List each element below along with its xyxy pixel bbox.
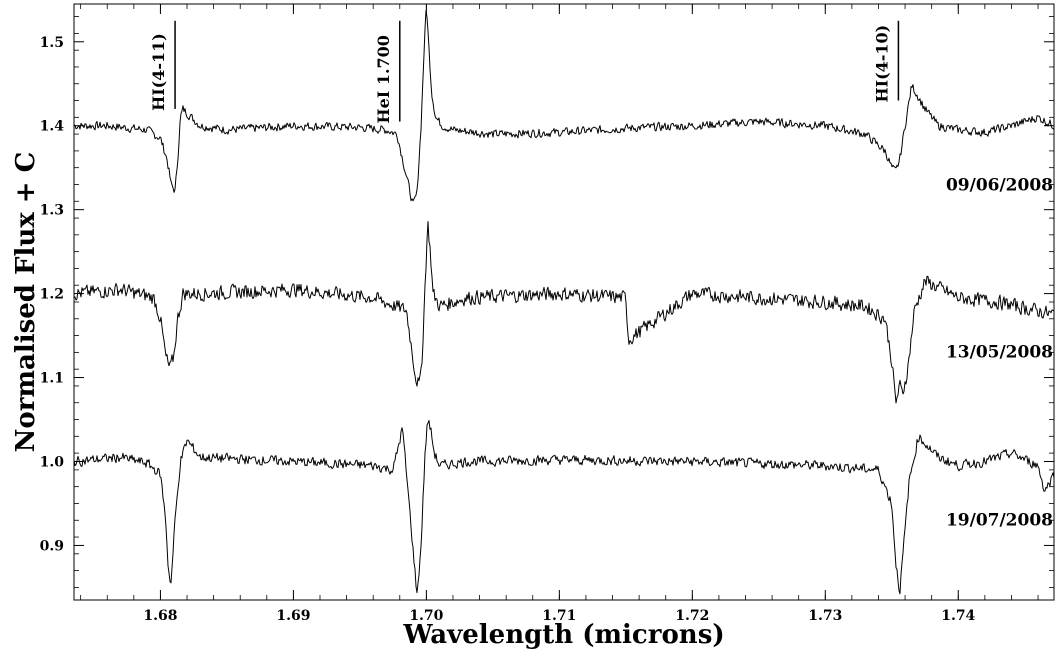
x-tick-label: 1.73 [808,608,842,624]
series-date-label: 19/07/2008 [946,510,1053,530]
y-tick-label: 1.1 [40,371,64,387]
series-date-labels: 09/06/2008 13/05/2008 19/07/2008 [946,175,1053,530]
x-axis-ticks: 1.68 1.69 1.70 1.71 1.72 1.73 1.74 [80,4,1039,624]
y-axis-ticks: 0.9 1.0 1.1 1.2 1.3 1.4 1.5 [40,16,1054,588]
spectrum-line-3 [74,420,1054,595]
spectra-series-group [74,9,1054,595]
line-marker-label: HI(4-11) [149,33,168,111]
x-axis-title: Wavelength (microns) [402,620,724,650]
x-tick-label: 1.74 [941,608,975,624]
series-date-label: 09/06/2008 [946,175,1053,195]
y-tick-label: 1.3 [40,203,64,219]
y-tick-label: 1.0 [40,454,65,470]
line-marker-label: HeI 1.700 [374,35,393,123]
x-tick-label: 1.72 [675,608,709,624]
x-tick-label: 1.71 [542,608,576,624]
x-tick-label: 1.69 [276,608,310,624]
line-marker-label: HI(4-10) [872,25,891,103]
y-tick-label: 0.9 [40,538,64,554]
y-tick-label: 1.5 [40,35,64,51]
plot-frame [73,3,1055,601]
spectrum-line-2 [74,221,1054,404]
x-tick-label: 1.68 [143,608,177,624]
spectrum-line-1 [74,9,1054,202]
y-tick-label: 1.4 [40,119,65,135]
series-date-label: 13/05/2008 [946,342,1053,362]
y-tick-label: 1.2 [40,287,64,303]
x-tick-label: 1.70 [409,608,443,624]
y-axis-title: Normalised Flux + C [11,152,41,453]
line-markers: HI(4-11) HeI 1.700 HI(4-10) [149,20,900,124]
